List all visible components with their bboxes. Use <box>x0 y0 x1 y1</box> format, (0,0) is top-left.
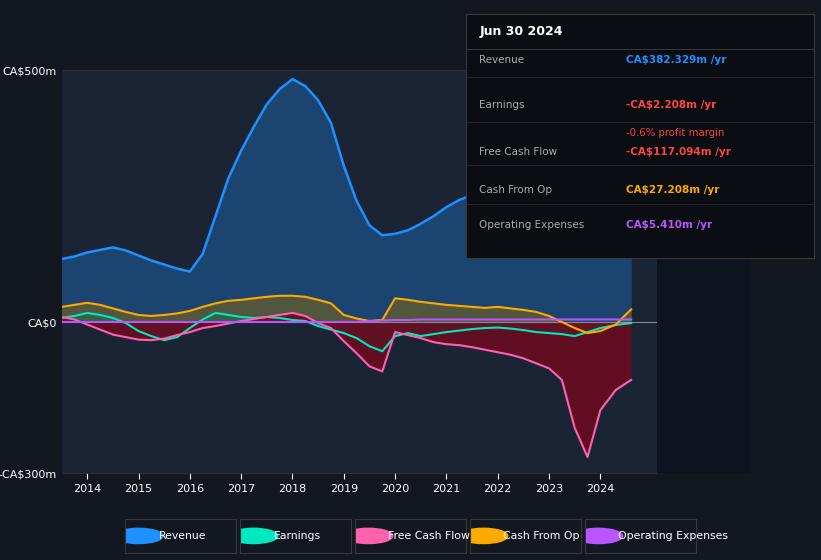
Text: Operating Expenses: Operating Expenses <box>479 220 585 230</box>
Text: Earnings: Earnings <box>479 100 525 110</box>
Text: Earnings: Earnings <box>273 531 320 541</box>
Circle shape <box>344 528 392 544</box>
Text: CA$27.208m /yr: CA$27.208m /yr <box>626 185 719 194</box>
Text: Revenue: Revenue <box>158 531 206 541</box>
Circle shape <box>114 528 163 544</box>
Circle shape <box>459 528 507 544</box>
Text: -CA$2.208m /yr: -CA$2.208m /yr <box>626 100 716 110</box>
Text: CA$382.329m /yr: CA$382.329m /yr <box>626 55 727 66</box>
Text: CA$5.410m /yr: CA$5.410m /yr <box>626 220 712 230</box>
Text: Free Cash Flow: Free Cash Flow <box>388 531 470 541</box>
Text: Jun 30 2024: Jun 30 2024 <box>479 25 563 38</box>
Text: Free Cash Flow: Free Cash Flow <box>479 147 557 157</box>
Text: Cash From Op: Cash From Op <box>479 185 553 194</box>
Text: Operating Expenses: Operating Expenses <box>618 531 728 541</box>
Text: Cash From Op: Cash From Op <box>503 531 580 541</box>
Circle shape <box>229 528 277 544</box>
Text: -CA$117.094m /yr: -CA$117.094m /yr <box>626 147 731 157</box>
Text: Revenue: Revenue <box>479 55 525 66</box>
Text: -0.6% profit margin: -0.6% profit margin <box>626 128 724 138</box>
Circle shape <box>574 528 622 544</box>
